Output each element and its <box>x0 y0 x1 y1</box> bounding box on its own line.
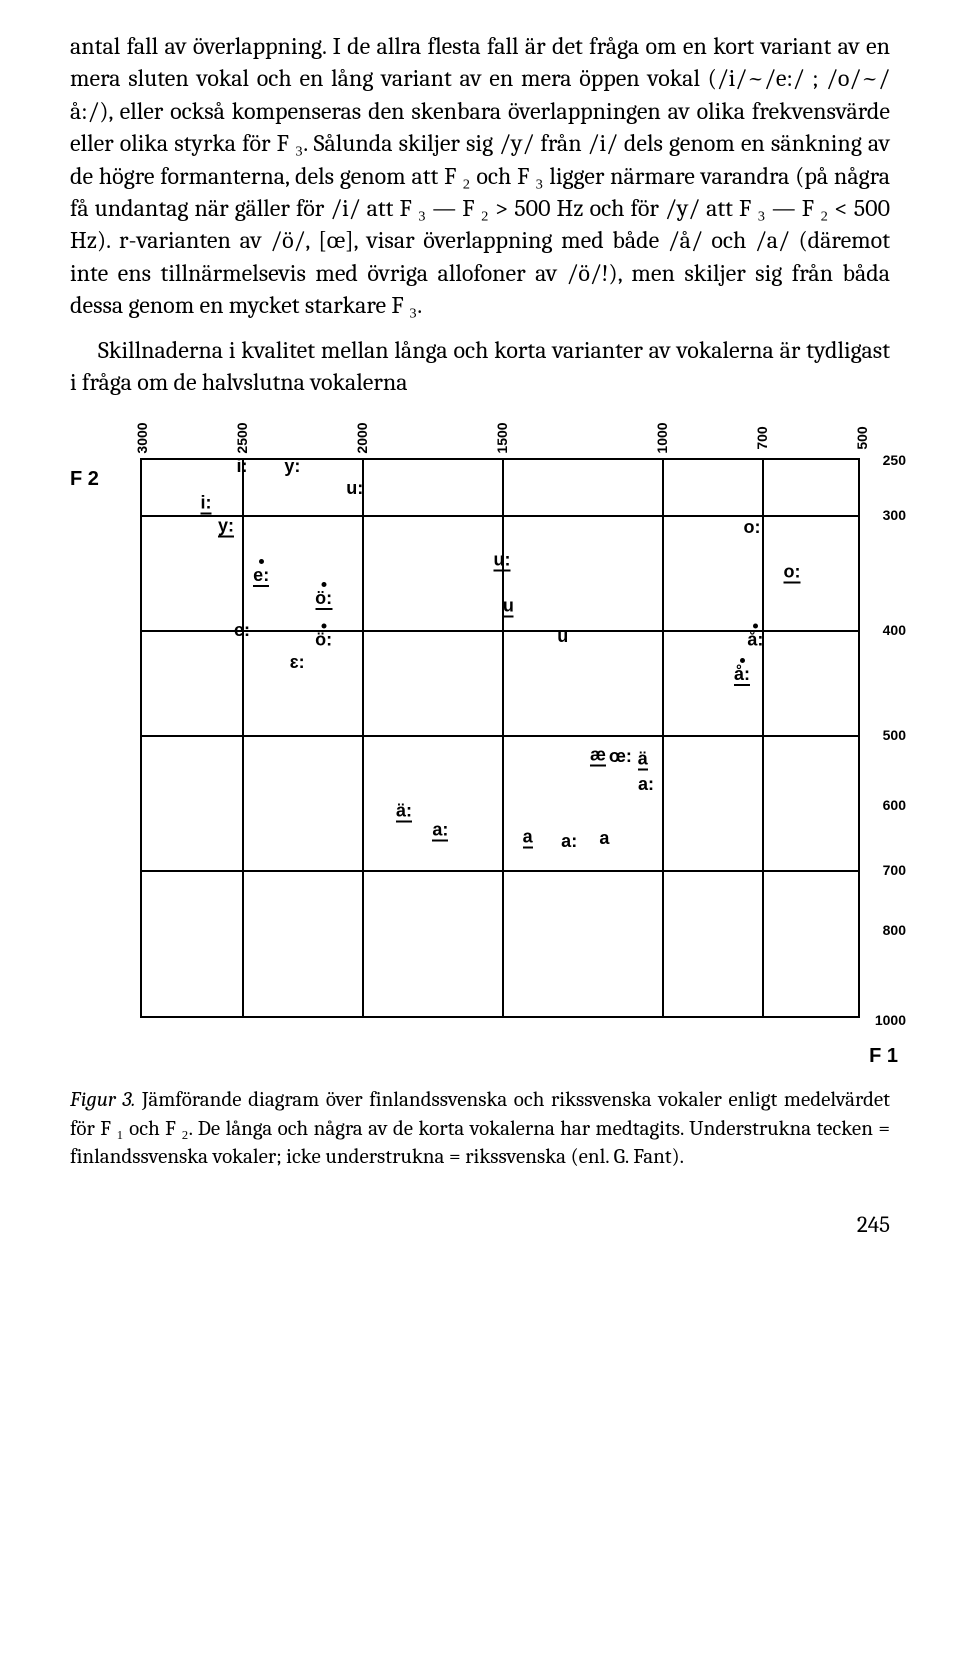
vowel-point: a: <box>638 775 654 793</box>
y-tick-label: 300 <box>883 507 906 523</box>
x-tick-label: 2000 <box>354 423 370 454</box>
chart-plot-area: 3000250020001500100070050025030040050060… <box>140 458 860 1018</box>
vowel-point: u <box>557 627 568 645</box>
vowel-point: å: <box>734 658 750 686</box>
paragraph-1: antal fall av överlappning. I de allra f… <box>70 30 890 322</box>
formant-chart: F 2 F 1 30002500200015001000700500250300… <box>70 428 890 1068</box>
vowel-point: i: <box>237 457 248 475</box>
vowel-point: e: <box>234 621 250 639</box>
x-tick-label: 1000 <box>654 423 670 454</box>
vowel-point: a: <box>561 832 577 850</box>
paragraph-2: Skillnaderna i kvalitet mellan långa och… <box>70 334 890 399</box>
vowel-point: u: <box>494 551 511 572</box>
x-tick-label: 2500 <box>234 423 250 454</box>
vowel-point: ö: <box>315 582 332 610</box>
axis-label-f1: F 1 <box>869 1045 898 1068</box>
vowel-point: a <box>599 829 609 847</box>
vowel-point: i: <box>201 494 212 515</box>
gridline-vertical <box>242 460 244 1016</box>
page-number: 245 <box>70 1211 890 1238</box>
y-tick-label: 250 <box>883 452 906 468</box>
vowel-point: y: <box>218 516 234 537</box>
gridline-vertical <box>662 460 664 1016</box>
y-tick-label: 800 <box>883 922 906 938</box>
y-tick-label: 700 <box>883 862 906 878</box>
figure-caption-body: Jämförande diagram över finlandssvenska … <box>70 1088 890 1169</box>
y-tick-label: 500 <box>883 727 906 743</box>
figure-caption-lead: Figur 3. <box>70 1088 135 1112</box>
vowel-point: ö: <box>315 623 332 648</box>
vowel-point: o: <box>784 562 801 583</box>
vowel-point: u <box>503 597 514 618</box>
figure-caption: Figur 3. Jämförande diagram över finland… <box>70 1086 890 1171</box>
vowel-point: o: <box>744 518 761 536</box>
x-tick-label: 3000 <box>134 423 150 454</box>
gridline-vertical <box>762 460 764 1016</box>
vowel-point: a <box>523 827 533 848</box>
y-tick-label: 1000 <box>875 1012 906 1028</box>
vowel-point: ä <box>638 749 648 770</box>
document-page: antal fall av överlappning. I de allra f… <box>0 0 960 1278</box>
vowel-point: e: <box>253 559 269 587</box>
vowel-point: œ: <box>609 747 632 765</box>
y-tick-label: 400 <box>883 622 906 638</box>
vowel-point: ä: <box>396 801 412 822</box>
gridline-vertical <box>502 460 504 1016</box>
vowel-point: ɛ: <box>290 653 305 671</box>
vowel-point: æ <box>590 746 606 767</box>
vowel-point: y: <box>284 457 300 475</box>
x-tick-label: 700 <box>754 427 770 450</box>
vowel-point: u: <box>346 479 363 497</box>
x-tick-label: 500 <box>854 427 870 450</box>
gridline-horizontal <box>142 735 858 737</box>
vowel-point: å: <box>747 623 763 648</box>
y-tick-label: 600 <box>883 797 906 813</box>
axis-label-f2: F 2 <box>70 468 99 491</box>
gridline-horizontal <box>142 870 858 872</box>
x-tick-label: 1500 <box>494 423 510 454</box>
gridline-vertical <box>362 460 364 1016</box>
vowel-point: a: <box>432 821 448 842</box>
